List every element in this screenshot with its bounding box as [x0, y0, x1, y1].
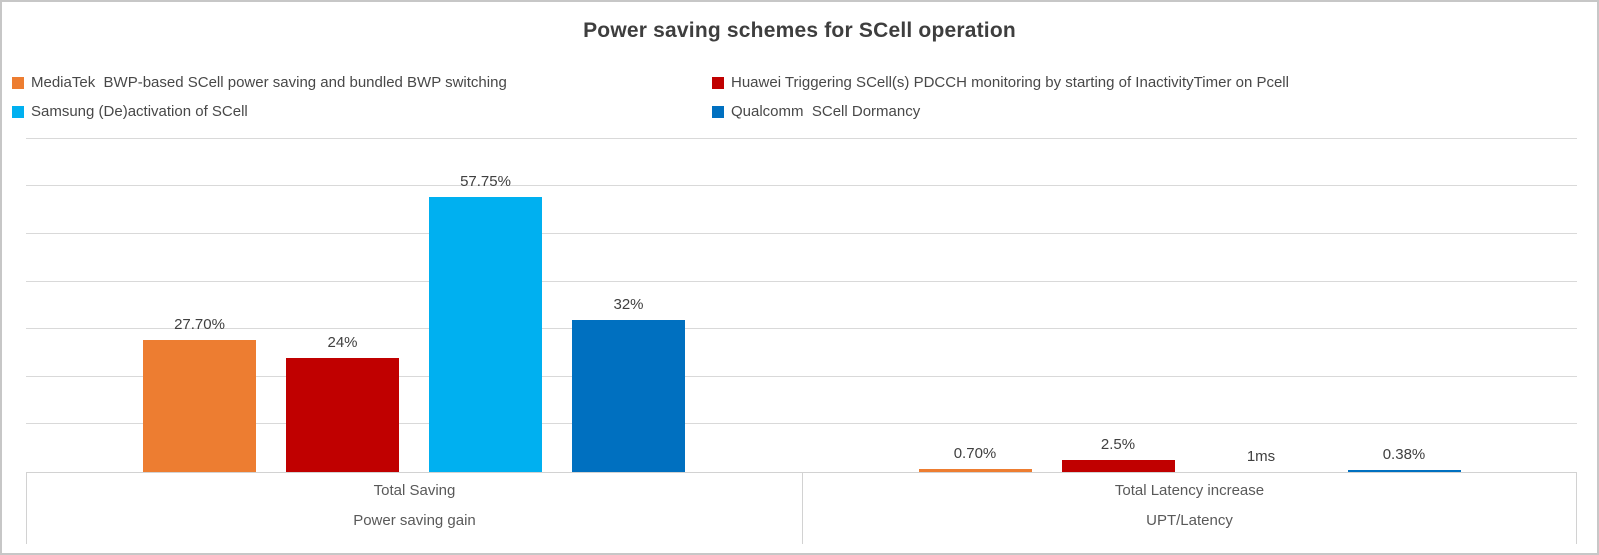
bar-slot: 2.5%: [1061, 436, 1175, 472]
legend-item-mediatek: MediaTek BWP-based SCell power saving an…: [12, 73, 712, 93]
bar-slot: 0.70%: [918, 444, 1032, 472]
bar-mediatek: [918, 468, 1032, 472]
legend-swatch-icon: [12, 77, 24, 89]
bar-value-label: 2.5%: [1100, 436, 1136, 454]
bar-slot: 0.38%: [1347, 446, 1461, 472]
legend-label: Huawei Triggering SCell(s) PDCCH monitor…: [731, 74, 1289, 91]
bar-slot: 57.75%: [429, 173, 542, 472]
bar-slot: 32%: [572, 296, 685, 472]
bar-value-label: 57.75%: [460, 173, 511, 190]
legend-swatch-icon: [712, 77, 724, 89]
category-cell: Total Saving Power saving gain: [27, 473, 803, 544]
legend-label: MediaTek BWP-based SCell power saving an…: [31, 74, 507, 91]
legend-label: Samsung (De)activation of SCell: [31, 103, 248, 120]
bar-group-latency: 0.70% 2.5% 1ms 0.38%: [802, 137, 1577, 472]
bar-huawei: [1061, 460, 1175, 472]
gridline: [26, 232, 1577, 234]
bar-group-power-saving: 27.70% 24% 57.75% 32%: [26, 137, 802, 472]
gridline: [26, 375, 1577, 377]
bar-value-label: 0.70%: [953, 444, 997, 462]
bar-value-label: 0.38%: [1382, 446, 1426, 464]
legend-item-qualcomm: Qualcomm SCell Dormancy: [712, 102, 1587, 122]
bar-value-label: 32%: [613, 295, 644, 313]
bar-slot: 24%: [286, 334, 399, 472]
bar-slot: 27.70%: [143, 316, 256, 472]
gridline: [26, 328, 1577, 330]
category-axis: Total Saving Power saving gain Total Laten…: [26, 472, 1577, 544]
gridline: [26, 137, 1577, 139]
bar-value-label: 24%: [327, 333, 358, 351]
legend-swatch-icon: [712, 106, 724, 118]
category-sublabel: Power saving gain: [353, 512, 476, 529]
category-label: Total Latency increase: [1114, 482, 1265, 499]
bar-value-label: 27.70%: [174, 316, 225, 334]
legend-item-huawei: Huawei Triggering SCell(s) PDCCH monitor…: [712, 73, 1587, 93]
plot-area: 27.70% 24% 57.75% 32% 0.70% 2.5% 1ms 0.38%: [26, 137, 1577, 472]
gridline: [26, 423, 1577, 425]
chart-legend: MediaTek BWP-based SCell power saving an…: [12, 73, 1587, 122]
bar-mediatek: [143, 340, 256, 472]
category-sublabel: UPT/Latency: [1146, 512, 1233, 529]
legend-swatch-icon: [12, 106, 24, 118]
bar-huawei: [286, 357, 399, 472]
bar-value-label: 1ms: [1246, 448, 1276, 465]
legend-label: Qualcomm SCell Dormancy: [731, 103, 921, 120]
gridline: [26, 185, 1577, 187]
category-cell: Total Latency increase UPT/Latency: [803, 473, 1576, 544]
bar-slot: 1ms: [1205, 448, 1318, 472]
bar-qualcomm: [572, 319, 685, 472]
bar-qualcomm: [1347, 470, 1461, 472]
legend-item-samsung: Samsung (De)activation of SCell: [12, 102, 712, 122]
chart-title: Power saving schemes for SCell operation: [583, 19, 1016, 42]
gridline: [26, 280, 1577, 282]
bar-samsung: [429, 197, 542, 472]
category-label: Total Saving: [373, 482, 456, 499]
